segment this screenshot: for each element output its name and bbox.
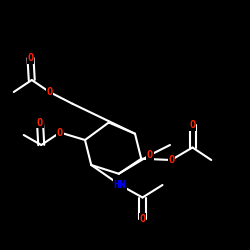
Text: O: O bbox=[147, 150, 153, 160]
Text: O: O bbox=[57, 128, 63, 138]
Text: O: O bbox=[28, 53, 34, 63]
Text: O: O bbox=[168, 155, 174, 165]
Text: O: O bbox=[37, 118, 43, 128]
Text: HN: HN bbox=[114, 180, 126, 190]
Text: O: O bbox=[140, 214, 145, 224]
Text: O: O bbox=[190, 120, 196, 130]
Text: O: O bbox=[46, 87, 52, 97]
